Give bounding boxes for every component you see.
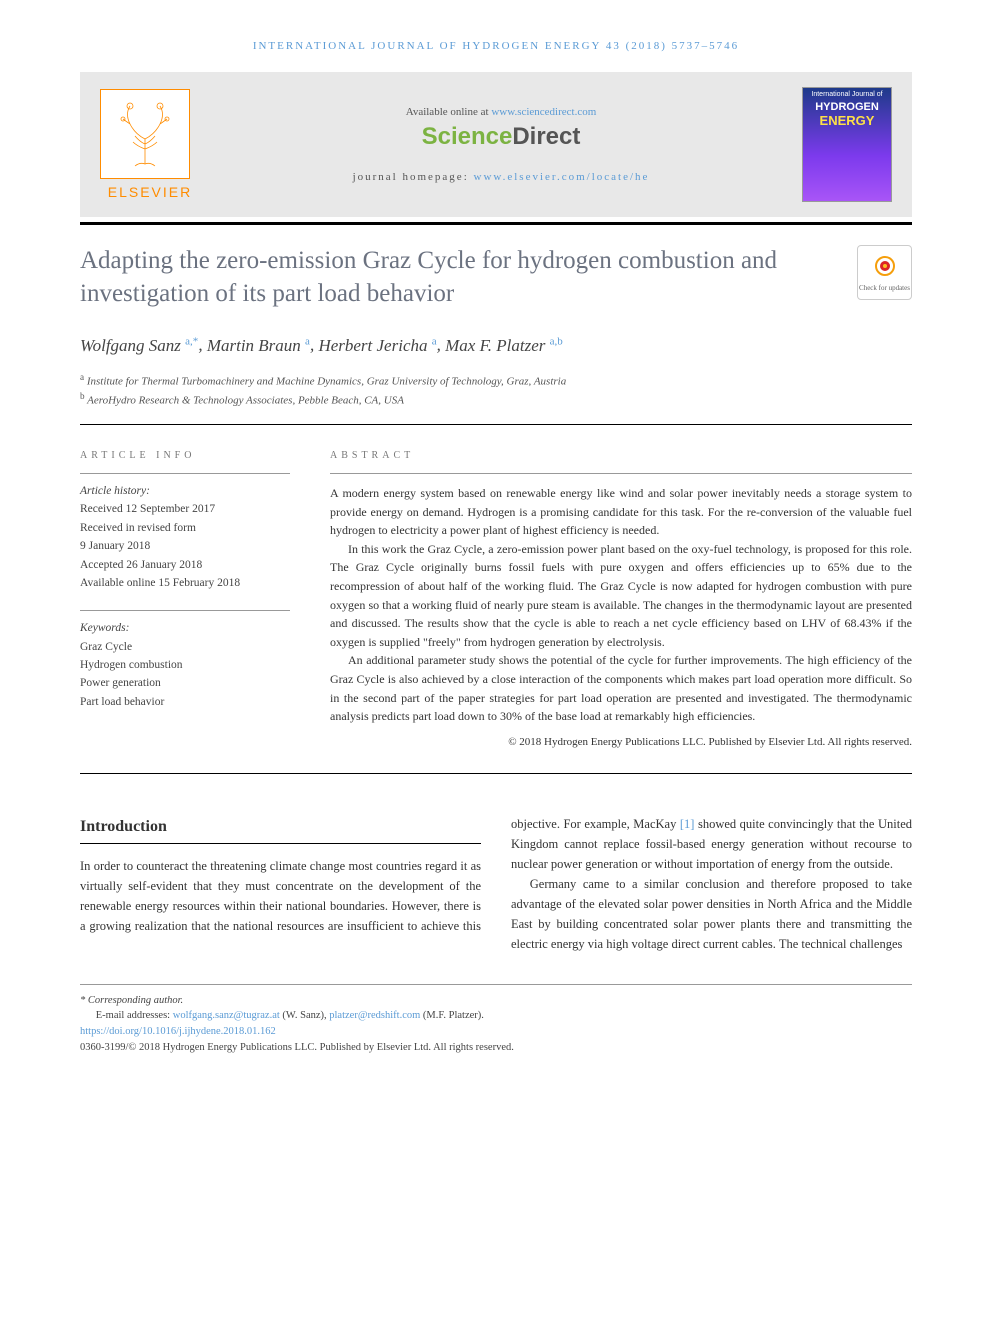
crossmark-icon bbox=[870, 254, 900, 284]
check-updates-badge[interactable]: Check for updates bbox=[857, 245, 912, 300]
author: Max F. Platzer a,b bbox=[445, 336, 563, 355]
elsevier-logo: ELSEVIER bbox=[100, 89, 200, 200]
doi-link[interactable]: https://doi.org/10.1016/j.ijhydene.2018.… bbox=[80, 1026, 276, 1037]
citation-link[interactable]: [1] bbox=[680, 817, 695, 831]
sciencedirect-link[interactable]: www.sciencedirect.com bbox=[491, 106, 596, 118]
abstract-para: In this work the Graz Cycle, a zero-emis… bbox=[330, 540, 912, 652]
page-footer: * Corresponding author. E-mail addresses… bbox=[80, 984, 912, 1056]
keywords-block: Keywords: Graz Cycle Hydrogen combustion… bbox=[80, 610, 290, 711]
journal-homepage: journal homepage: www.elsevier.com/locat… bbox=[200, 171, 802, 183]
article-title: Adapting the zero-emission Graz Cycle fo… bbox=[80, 245, 780, 310]
article-history: Article history: Received 12 September 2… bbox=[80, 473, 290, 592]
article-info-sidebar: ARTICLE INFO Article history: Received 1… bbox=[80, 450, 290, 748]
available-online-text: Available online at www.sciencedirect.co… bbox=[200, 106, 802, 118]
author: Martin Braun a bbox=[207, 336, 310, 355]
author: Herbert Jericha a bbox=[318, 336, 436, 355]
abstract-para: A modern energy system based on renewabl… bbox=[330, 484, 912, 540]
email-link[interactable]: wolfgang.sanz@tugraz.at bbox=[173, 1010, 280, 1021]
homepage-link[interactable]: www.elsevier.com/locate/he bbox=[474, 171, 650, 183]
abstract-heading: ABSTRACT bbox=[330, 450, 912, 461]
author: Wolfgang Sanz a,* bbox=[80, 336, 198, 355]
issn-copyright: 0360-3199/© 2018 Hydrogen Energy Publica… bbox=[80, 1040, 912, 1056]
email-link[interactable]: platzer@redshift.com bbox=[329, 1010, 420, 1021]
corresponding-author-note: * Corresponding author. bbox=[80, 993, 912, 1009]
abstract-copyright: © 2018 Hydrogen Energy Publications LLC.… bbox=[330, 736, 912, 748]
affiliations: a Institute for Thermal Turbomachinery a… bbox=[80, 371, 912, 425]
publisher-banner: ELSEVIER Available online at www.science… bbox=[80, 72, 912, 217]
abstract-column: ABSTRACT A modern energy system based on… bbox=[330, 450, 912, 748]
sciencedirect-logo: ScienceDirect bbox=[200, 123, 802, 151]
article-info-heading: ARTICLE INFO bbox=[80, 450, 290, 461]
author-list: Wolfgang Sanz a,*, Martin Braun a, Herbe… bbox=[80, 335, 912, 356]
body-para: Germany came to a similar conclusion and… bbox=[511, 874, 912, 954]
abstract-para: An additional parameter study shows the … bbox=[330, 651, 912, 725]
body-text: Introduction In order to counteract the … bbox=[80, 814, 912, 954]
journal-cover: International Journal of HYDROGEN ENERGY bbox=[802, 87, 892, 202]
elsevier-tree-icon bbox=[100, 89, 190, 179]
section-heading-introduction: Introduction bbox=[80, 814, 481, 845]
running-head: INTERNATIONAL JOURNAL OF HYDROGEN ENERGY… bbox=[80, 40, 912, 52]
email-line: E-mail addresses: wolfgang.sanz@tugraz.a… bbox=[80, 1008, 912, 1024]
elsevier-name: ELSEVIER bbox=[100, 184, 200, 200]
